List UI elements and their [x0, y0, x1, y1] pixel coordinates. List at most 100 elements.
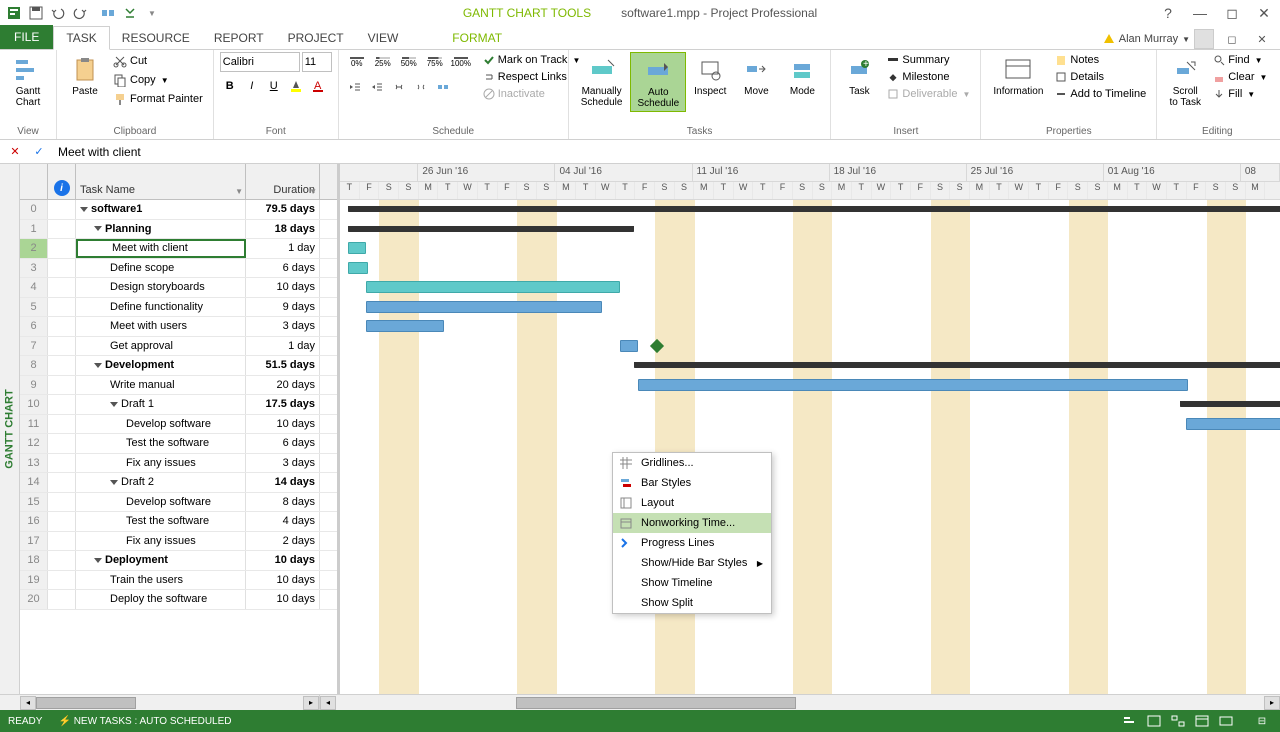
unlink-button[interactable] [411, 77, 431, 97]
context-menu-item[interactable]: Nonworking Time... [613, 513, 771, 533]
duration-cell[interactable]: 79.5 days [246, 200, 320, 219]
collapse-icon[interactable] [110, 480, 118, 485]
task-name-cell[interactable]: Define scope [76, 259, 246, 278]
table-scroll-right[interactable]: ▸ [303, 696, 319, 710]
task-name-cell[interactable]: Meet with client [76, 239, 246, 258]
duration-cell[interactable]: 8 days [246, 493, 320, 512]
row-number[interactable]: 6 [20, 317, 48, 336]
task-name-cell[interactable]: Meet with users [76, 317, 246, 336]
table-row[interactable]: 5 Define functionality 9 days [20, 298, 337, 318]
context-menu-item[interactable]: Gridlines... [613, 453, 771, 473]
split-button[interactable] [433, 77, 453, 97]
row-number[interactable]: 20 [20, 590, 48, 609]
summary-bar[interactable] [1180, 401, 1280, 407]
find-button[interactable]: Find▼ [1209, 52, 1271, 68]
task-name-cell[interactable]: Draft 2 [76, 473, 246, 492]
row-number[interactable]: 3 [20, 259, 48, 278]
row-number[interactable]: 1 [20, 220, 48, 239]
table-row[interactable]: 10 Draft 1 17.5 days [20, 395, 337, 415]
fill-button[interactable]: Fill▼ [1209, 86, 1271, 102]
task-name-cell[interactable]: Fix any issues [76, 532, 246, 551]
outdent-button[interactable] [345, 77, 365, 97]
duration-cell[interactable]: 4 days [246, 512, 320, 531]
row-number[interactable]: 18 [20, 551, 48, 570]
task-bar[interactable] [366, 301, 602, 313]
task-name-cell[interactable]: Write manual [76, 376, 246, 395]
bgcolor-button[interactable] [286, 76, 306, 96]
row-number[interactable]: 15 [20, 493, 48, 512]
row-number[interactable]: 14 [20, 473, 48, 492]
table-row[interactable]: 1 Planning 18 days [20, 220, 337, 240]
duration-cell[interactable]: 18 days [246, 220, 320, 239]
context-menu-item[interactable]: Bar Styles [613, 473, 771, 493]
row-number[interactable]: 5 [20, 298, 48, 317]
gantt-chart-area[interactable]: 26 Jun '1604 Jul '1611 Jul '1618 Jul '16… [340, 164, 1280, 694]
duration-cell[interactable]: 10 days [246, 551, 320, 570]
table-row[interactable]: 14 Draft 2 14 days [20, 473, 337, 493]
task-bar[interactable] [620, 340, 638, 352]
view-resource-icon[interactable] [1216, 713, 1236, 729]
view-gantt-icon[interactable] [1120, 713, 1140, 729]
gantt-chart-button[interactable]: Gantt Chart [6, 52, 50, 110]
duration-cell[interactable]: 2 days [246, 532, 320, 551]
duration-cell[interactable]: 3 days [246, 317, 320, 336]
font-name-select[interactable] [220, 52, 300, 72]
duration-cell[interactable]: 14 days [246, 473, 320, 492]
tab-report[interactable]: REPORT [202, 27, 276, 49]
user-area[interactable]: Alan Murray ▼ [1103, 29, 1214, 49]
tab-file[interactable]: FILE [0, 25, 53, 49]
tab-format[interactable]: FORMAT [440, 27, 514, 49]
task-name-cell[interactable]: Test the software [76, 434, 246, 453]
italic-button[interactable]: I [242, 76, 262, 96]
duration-cell[interactable]: 1 day [246, 239, 320, 258]
manually-schedule-button[interactable]: Manually Schedule [575, 52, 629, 110]
row-number[interactable]: 13 [20, 454, 48, 473]
gantt-scroll-right[interactable]: ▸ [1264, 696, 1280, 710]
task-name-cell[interactable]: Design storyboards [76, 278, 246, 297]
table-row[interactable]: 12 Test the software 6 days [20, 434, 337, 454]
duration-cell[interactable]: 10 days [246, 590, 320, 609]
collapse-icon[interactable] [94, 226, 102, 231]
font-size-select[interactable] [302, 52, 332, 72]
context-menu-item[interactable]: Layout [613, 493, 771, 513]
table-row[interactable]: 19 Train the users 10 days [20, 571, 337, 591]
task-name-cell[interactable]: Get approval [76, 337, 246, 356]
task-name-cell[interactable]: Deployment [76, 551, 246, 570]
confirm-edit-icon[interactable]: ✓ [30, 143, 48, 161]
task-bar[interactable] [366, 320, 444, 332]
row-number[interactable]: 16 [20, 512, 48, 531]
help-icon[interactable]: ? [1156, 3, 1180, 23]
qat-btn2-icon[interactable] [120, 3, 140, 23]
table-row[interactable]: 6 Meet with users 3 days [20, 317, 337, 337]
task-insert-button[interactable]: + Task [837, 52, 881, 99]
duration-cell[interactable]: 6 days [246, 259, 320, 278]
clear-button[interactable]: Clear▼ [1209, 69, 1271, 85]
auto-schedule-button[interactable]: Auto Schedule [630, 52, 686, 112]
context-menu-item[interactable]: Show Timeline [613, 573, 771, 593]
task-name-cell[interactable]: Develop software [76, 493, 246, 512]
collapse-icon[interactable] [80, 207, 88, 212]
row-number[interactable]: 0 [20, 200, 48, 219]
inspect-button[interactable]: Inspect [688, 52, 732, 99]
table-row[interactable]: 2 Meet with client 1 day [20, 239, 337, 259]
duration-cell[interactable]: 20 days [246, 376, 320, 395]
sub-close-icon[interactable]: ✕ [1250, 29, 1274, 49]
task-bar[interactable] [348, 262, 368, 274]
row-number[interactable]: 7 [20, 337, 48, 356]
milestone-button[interactable]: Milestone [883, 69, 974, 85]
task-bar[interactable] [1186, 418, 1280, 430]
bold-button[interactable]: B [220, 76, 240, 96]
task-name-cell[interactable]: Define functionality [76, 298, 246, 317]
tab-view[interactable]: VIEW [356, 27, 411, 49]
indent-button[interactable] [367, 77, 387, 97]
view-usage-icon[interactable] [1144, 713, 1164, 729]
task-name-cell[interactable]: software1 [76, 200, 246, 219]
table-row[interactable]: 3 Define scope 6 days [20, 259, 337, 279]
table-scroll-track[interactable] [36, 696, 303, 710]
formula-input[interactable] [54, 143, 1274, 161]
row-number[interactable]: 9 [20, 376, 48, 395]
row-number[interactable]: 4 [20, 278, 48, 297]
restore-icon[interactable]: ◻ [1220, 3, 1244, 23]
qat-dropdown-icon[interactable]: ▼ [142, 3, 162, 23]
redo-icon[interactable] [70, 3, 90, 23]
